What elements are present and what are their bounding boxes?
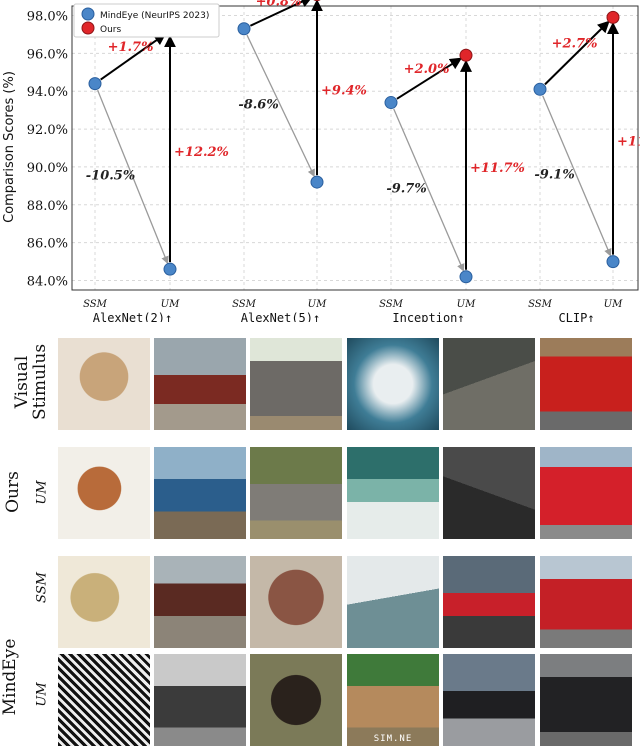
image-tile-teddy-bear [58,447,150,539]
image-tile-elephant [250,654,342,746]
delta-label-um-to-ours: +12.2% [174,145,229,160]
delta-label-ssm-to-ours: +2.0% [404,62,450,77]
y-tick-label: 90.0% [27,161,68,176]
image-tile-surfer [347,556,439,648]
group-label: Inception↑ [392,311,464,322]
arrow-ssm-to-ours [249,0,313,27]
point-mindeye-um [606,255,620,269]
x-tick-label-um: UM [308,299,327,310]
image-tile-double-decker-bus [540,556,632,648]
arrow-ssm-to-ours [396,57,463,100]
delta-label-um-to-ours: +11.7% [470,161,525,176]
image-tile-elephant [250,447,342,539]
image-tile-locomotive [154,556,246,648]
y-tick-label: 94.0% [27,85,68,100]
label-visual-stimulus-line1: Visual [12,355,32,409]
arrows [97,0,619,272]
delta-labels: +1.7% -10.5% +12.2% +0.8% -8.6% +9.4% +2.0% -9.… [86,0,640,197]
x-tick-label-ssm: SSM [232,299,257,310]
delta-label-ssm-to-um: -10.5% [86,168,135,183]
x-tick-label-ssm: SSM [83,299,108,310]
y-tick-label: 88.0% [27,199,68,214]
image-tile-motorcycle [443,654,535,746]
delta-label-um-to-ours: +9.4% [321,83,367,98]
image-tile-locomotive [154,654,246,746]
image-tile-motorcycle [443,447,535,539]
label-mindeye: MindEye [0,638,20,716]
group-label: AlexNet(2)↑ [93,311,172,322]
image-tile-double-decker-bus [540,654,632,746]
image-tile-locomotive [154,338,246,430]
point-mindeye-um [459,270,473,284]
image-tile-motorcycle [443,338,535,430]
image-tile-teddy-bear [58,654,150,746]
image-tile-double-decker-bus [540,338,632,430]
y-tick-label: 98.0% [27,9,68,24]
arrow-ssm-to-ours [100,33,167,81]
image-tile-surfer [347,338,439,430]
arrow-ssm-to-um [97,89,169,265]
delta-label-um-to-ours: +11.8% [617,134,640,149]
data-points [88,0,620,284]
label-visual-stimulus-line2: Stimulus [30,343,50,421]
legend-box [73,3,220,38]
arrow-ssm-to-ours [544,20,610,86]
point-ours-um [459,48,473,62]
arrow-ssm-to-um [246,34,315,178]
point-mindeye-um [310,175,324,189]
y-tick-label: 96.0% [27,47,68,62]
label-ours-um: UM [34,480,50,505]
y-axis-label: Comparison Scores (%) [2,71,17,223]
comparison-chart: 84.0% 86.0% 88.0% 90.0% 92.0% 94.0% 96.0% 98.0%… [2,0,640,322]
image-tile-surfer: SIM.NE [347,654,439,746]
point-mindeye-ssm [384,96,398,110]
label-mindeye-ssm: SSM [34,572,50,603]
delta-label-ssm-to-um: -8.6% [238,97,278,112]
tile-caption: SIM.NE [373,734,413,744]
x-tick-label-ssm: SSM [379,299,404,310]
image-tile-motorcycle [443,556,535,648]
delta-label-ssm-to-um: -9.7% [386,182,426,197]
y-tick-label: 84.0% [27,275,68,290]
group-label: CLIP↑ [558,311,594,322]
point-mindeye-ssm [88,77,102,91]
x-tick-label-um: UM [161,299,180,310]
image-tile-teddy-bear [58,338,150,430]
legend-entry-ours: Ours [100,25,121,35]
axes: 84.0% 86.0% 88.0% 90.0% 92.0% 94.0% 96.0% 98.0%… [27,5,639,322]
legend-marker-ours [81,21,95,35]
y-tick-label: 92.0% [27,123,68,138]
legend-marker-mindeye [81,7,95,21]
point-mindeye-ssm [237,22,251,36]
image-tile-elephant [250,338,342,430]
image-tile-teddy-bear [58,556,150,648]
y-tick-label: 86.0% [27,237,68,252]
group-label: AlexNet(5)↑ [241,311,320,322]
legend-entry-mindeye: MindEye (NeurIPS 2023) [100,11,209,21]
x-tick-label-um: UM [604,299,623,310]
image-tile-locomotive [154,447,246,539]
plot-frame [71,5,639,291]
delta-label-ssm-to-ours: +1.7% [108,40,154,55]
arrow-ssm-to-um [542,95,612,257]
delta-label-ssm-to-um: -9.1% [534,167,574,182]
point-mindeye-ssm [533,82,547,96]
image-tile-elephant [250,556,342,648]
x-tick-label-ssm: SSM [528,299,553,310]
point-mindeye-um [163,262,177,276]
image-tile-surfer [347,447,439,539]
image-tile-double-decker-bus [540,447,632,539]
arrow-ssm-to-um [393,108,465,272]
delta-label-ssm-to-ours: +2.7% [552,36,598,51]
label-ours: Ours [3,471,23,513]
delta-label-ssm-to-ours: +0.8% [256,0,302,10]
legend: MindEye (NeurIPS 2023) Ours [73,3,220,38]
point-ours-um [313,0,321,2]
label-mindeye-um: UM [34,682,50,707]
x-tick-label-um: UM [457,299,476,310]
point-ours-um [606,10,620,24]
